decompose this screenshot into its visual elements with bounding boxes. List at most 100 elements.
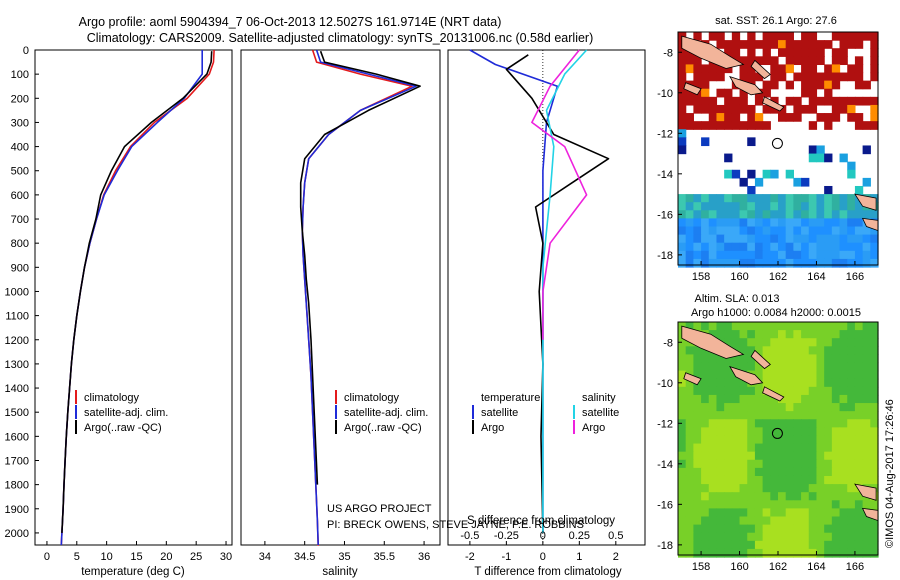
map-grid-cell: [824, 516, 833, 526]
map-grid-cell: [693, 411, 702, 420]
map-grid-cell: [739, 226, 748, 236]
map-grid-cell: [793, 40, 802, 49]
map-grid-cell: [693, 508, 702, 518]
map-grid-cell: [824, 443, 833, 453]
map-grid-cell: [785, 435, 794, 445]
map-grid-cell: [685, 427, 694, 437]
map-grid-cell: [870, 370, 879, 380]
map-grid-cell: [785, 258, 794, 268]
map-grid-cell: [708, 64, 718, 74]
map-grid-cell: [831, 508, 841, 518]
map-grid-cell: [747, 330, 756, 339]
island-shape: [683, 82, 702, 96]
map-grid-cell: [678, 129, 687, 138]
legend-label-s-argo: Argo: [582, 422, 605, 434]
map-grid-cell: [778, 40, 787, 49]
temperature-xlabel: temperature (deg C): [81, 566, 185, 578]
map-grid-cell: [701, 346, 710, 356]
map-grid-cell: [693, 467, 702, 477]
map-grid-cell: [824, 226, 833, 236]
map-grid-cell: [762, 378, 771, 388]
map-grid-cell: [716, 234, 725, 244]
map-grid-cell: [731, 32, 741, 41]
map-grid-cell: [870, 500, 879, 509]
map-grid-cell: [739, 250, 748, 260]
map-grid-cell: [716, 443, 725, 453]
map-grid-cell: [754, 540, 764, 550]
map-grid-cell: [678, 370, 687, 380]
map-grid-cell: [678, 459, 687, 469]
map-grid-cell: [770, 492, 779, 501]
map-grid-cell: [716, 484, 725, 493]
map-grid-cell: [808, 540, 818, 550]
map-grid-cell: [685, 411, 694, 420]
map-grid-cell: [724, 378, 733, 388]
map-grid-cell: [785, 354, 794, 364]
map-grid-cell: [847, 169, 856, 179]
map-grid-cell: [678, 508, 687, 518]
map-grid-cell: [693, 419, 702, 428]
map-grid-cell: [739, 378, 748, 388]
map-grid-cell: [708, 370, 718, 380]
map-grid-cell: [731, 548, 741, 558]
map-grid-cell: [701, 516, 710, 526]
map-grid-cell: [793, 330, 802, 339]
map-grid-cell: [724, 40, 733, 49]
map-grid-cell: [862, 370, 871, 380]
y-tick-label: 1000: [5, 286, 29, 298]
x-tick-label: 34.5: [294, 551, 315, 563]
map-grid-cell: [839, 258, 848, 268]
map-grid-cell: [824, 113, 833, 122]
map-grid-cell: [701, 104, 710, 114]
map-grid-cell: [762, 121, 771, 130]
map-grid-cell: [731, 48, 741, 57]
map-grid-cell: [754, 386, 764, 396]
map-grid-cell: [785, 113, 794, 122]
map-grid-cell: [685, 403, 694, 412]
map-grid-cell: [801, 354, 810, 364]
map-grid-cell: [862, 121, 871, 130]
map-grid-cell: [701, 548, 710, 558]
map-grid-cell: [731, 104, 741, 114]
map-grid-cell: [862, 500, 871, 509]
map-grid-cell: [870, 411, 879, 420]
map-grid-cell: [716, 386, 725, 396]
map-grid-cell: [716, 258, 725, 268]
map-grid-cell: [731, 459, 741, 469]
map-grid-cell: [739, 516, 748, 526]
map-grid-cell: [870, 258, 879, 268]
map-grid-cell: [754, 370, 764, 380]
map-grid-cell: [816, 475, 825, 485]
map-grid-cell: [801, 370, 810, 380]
map-grid-cell: [724, 362, 733, 372]
map-grid-cell: [724, 435, 733, 445]
map-grid-cell: [831, 346, 841, 356]
map-grid-cell: [816, 484, 825, 493]
map-grid-cell: [793, 177, 802, 187]
map-grid-cell: [862, 548, 871, 558]
map-grid-cell: [685, 524, 694, 534]
island-shape: [854, 193, 877, 211]
map-grid-cell: [831, 48, 841, 57]
pi-label: PI: BRECK OWENS, STEVE JAYNE, P.E. ROBBI…: [327, 519, 584, 531]
map-grid-cell: [678, 88, 687, 98]
map-grid-cell: [770, 64, 779, 74]
map-grid-cell: [708, 435, 718, 445]
map-y-tick-label: -16: [657, 209, 673, 221]
map-grid-cell: [770, 370, 779, 380]
map-grid-cell: [808, 194, 818, 203]
map-grid-cell: [708, 459, 718, 469]
map-grid-cell: [831, 378, 841, 388]
map-grid-cell: [801, 411, 810, 420]
map-grid-cell: [854, 548, 864, 558]
map-grid-cell: [862, 250, 871, 260]
figure-title-line1: Argo profile: aoml 5904394_7 06-Oct-2013…: [79, 15, 502, 29]
map-grid-cell: [785, 403, 794, 412]
map-grid-cell: [831, 72, 841, 82]
map-grid-cell: [862, 475, 871, 485]
map-grid-cell: [762, 56, 771, 66]
map-grid-cell: [724, 210, 733, 219]
map-grid-cell: [778, 104, 787, 114]
map-grid-cell: [862, 322, 871, 331]
map-grid-cell: [801, 516, 810, 526]
